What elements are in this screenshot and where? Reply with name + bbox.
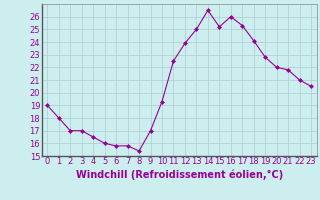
X-axis label: Windchill (Refroidissement éolien,°C): Windchill (Refroidissement éolien,°C) — [76, 169, 283, 180]
